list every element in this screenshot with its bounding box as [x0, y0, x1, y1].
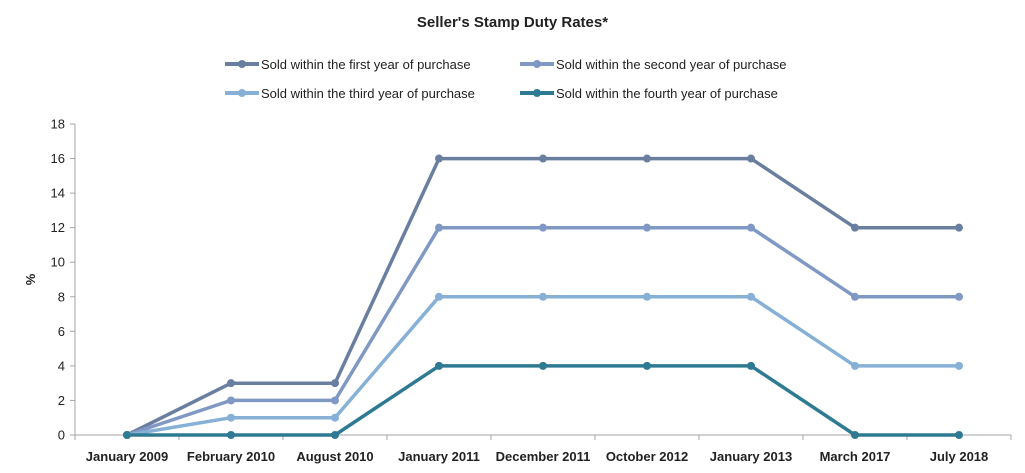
legend-swatch-fourth-year — [520, 87, 554, 99]
series-line-2 — [125, 225, 961, 437]
legend-swatch-third-year — [225, 87, 259, 99]
x-tick-label: January 2011 — [398, 449, 480, 464]
data-point-series-4 — [851, 431, 859, 439]
x-tick-label: December 2011 — [496, 449, 591, 464]
y-tick-label: 10 — [51, 255, 65, 270]
y-tick-label: 6 — [58, 324, 65, 339]
data-point-series-4 — [435, 361, 443, 370]
data-point-series-2 — [955, 292, 963, 301]
data-point-series-1 — [851, 223, 859, 232]
y-tick-label: 18 — [51, 117, 65, 132]
legend-label-second-year: Sold within the second year of purchase — [556, 56, 787, 72]
data-point-series-3 — [331, 413, 339, 422]
data-point-series-4 — [123, 431, 131, 439]
y-tick-label: 4 — [58, 358, 65, 373]
x-tick-label: February 2010 — [187, 449, 275, 464]
data-point-series-3 — [955, 361, 963, 370]
data-point-series-3 — [851, 361, 859, 370]
legend-swatch-second-year — [520, 58, 554, 70]
x-tick-label: October 2012 — [606, 449, 688, 464]
y-axis-title: % — [23, 273, 38, 285]
legend-item-third-year: Sold within the third year of purchase — [225, 84, 475, 102]
data-point-series-1 — [435, 154, 443, 163]
legend-label-third-year: Sold within the third year of purchase — [261, 85, 475, 101]
data-point-series-2 — [851, 292, 859, 301]
data-point-series-2 — [539, 223, 547, 232]
data-point-series-2 — [331, 396, 339, 405]
legend-item-second-year: Sold within the second year of purchase — [520, 55, 787, 73]
y-tick-label: 0 — [58, 428, 65, 443]
legend-item-first-year: Sold within the first year of purchase — [225, 55, 471, 73]
data-point-series-2 — [643, 223, 651, 232]
data-point-series-4 — [955, 431, 963, 439]
data-point-series-3 — [643, 292, 651, 301]
y-tick-label: 8 — [58, 289, 65, 304]
data-point-series-1 — [539, 154, 547, 163]
data-point-series-3 — [747, 292, 755, 301]
x-tick-label: January 2009 — [86, 449, 168, 464]
y-tick-label: 14 — [51, 186, 65, 201]
legend-label-first-year: Sold within the first year of purchase — [261, 56, 471, 72]
data-point-series-1 — [643, 154, 651, 163]
data-point-series-4 — [643, 361, 651, 370]
chart-title: Seller's Stamp Duty Rates* — [416, 14, 609, 31]
data-point-series-4 — [539, 361, 547, 370]
legend-item-fourth-year: Sold within the fourth year of purchase — [520, 84, 778, 102]
y-tick-label: 16 — [51, 151, 65, 166]
data-point-series-4 — [747, 361, 755, 370]
data-point-series-4 — [227, 431, 235, 439]
data-point-series-2 — [747, 223, 755, 232]
y-tick-label: 12 — [51, 220, 65, 235]
legend-label-fourth-year: Sold within the fourth year of purchase — [556, 85, 778, 101]
data-point-series-1 — [227, 379, 235, 388]
data-point-series-1 — [331, 379, 339, 388]
data-point-series-3 — [435, 292, 443, 301]
data-point-series-1 — [747, 154, 755, 163]
data-point-series-3 — [227, 413, 235, 422]
data-point-series-1 — [955, 223, 963, 232]
data-point-series-3 — [539, 292, 547, 301]
data-point-series-2 — [435, 223, 443, 232]
legend-swatch-first-year — [225, 58, 259, 70]
data-point-series-4 — [331, 431, 339, 439]
data-point-series-2 — [227, 396, 235, 405]
x-tick-label: July 2018 — [930, 449, 989, 464]
x-tick-label: January 2013 — [710, 449, 792, 464]
x-tick-label: August 2010 — [296, 449, 373, 464]
x-tick-label: March 2017 — [820, 449, 891, 464]
y-tick-label: 2 — [58, 393, 65, 408]
